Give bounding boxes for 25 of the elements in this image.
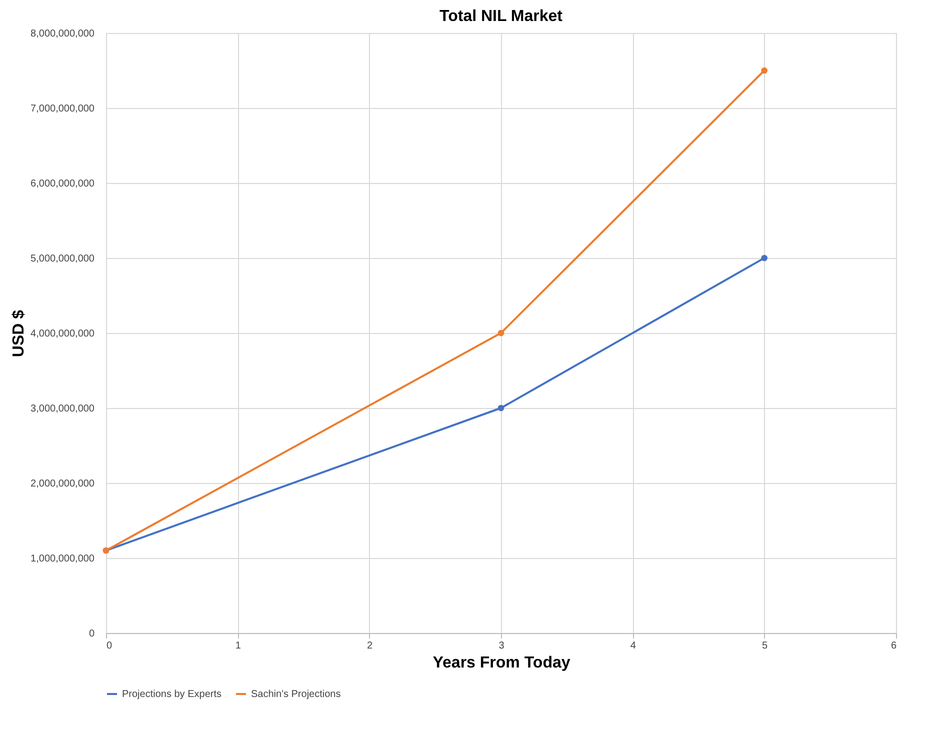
x-tick-label: 6: [890, 640, 897, 652]
x-tick-label: 0: [106, 640, 112, 652]
y-tick-label: 7,000,000,000: [30, 104, 95, 114]
legend-label: Projections by Experts: [122, 689, 222, 700]
y-axis-title: USD $: [10, 310, 28, 358]
x-axis-title: Years From Today: [432, 654, 570, 672]
y-tick-label: 0: [88, 628, 95, 640]
point: [498, 330, 504, 336]
x-tick-label: 4: [630, 640, 636, 652]
point: [761, 254, 768, 262]
y-tick-label: 3,000,000,000: [30, 404, 95, 414]
x-tick-label: 3: [498, 640, 505, 652]
y-tick-label: 5,000,000,000: [30, 254, 95, 264]
y-tick-label: 6,000,000,000: [30, 178, 95, 190]
point: [761, 67, 768, 74]
legend-label: Sachin's Projections: [251, 689, 341, 700]
chart-title: Total NIL Market: [440, 8, 564, 25]
y-tick-label: 8,000,000,000: [30, 28, 95, 40]
y-tick-label: 4,000,000,000: [30, 328, 95, 340]
y-tick-label: 2,000,000,000: [30, 478, 95, 490]
point: [498, 404, 504, 412]
x-tick-label: 5: [762, 640, 768, 652]
x-tick-label: 1: [235, 640, 242, 652]
y-tick-label: 1,000,000,000: [30, 554, 95, 564]
x-tick-label: 2: [367, 640, 374, 652]
